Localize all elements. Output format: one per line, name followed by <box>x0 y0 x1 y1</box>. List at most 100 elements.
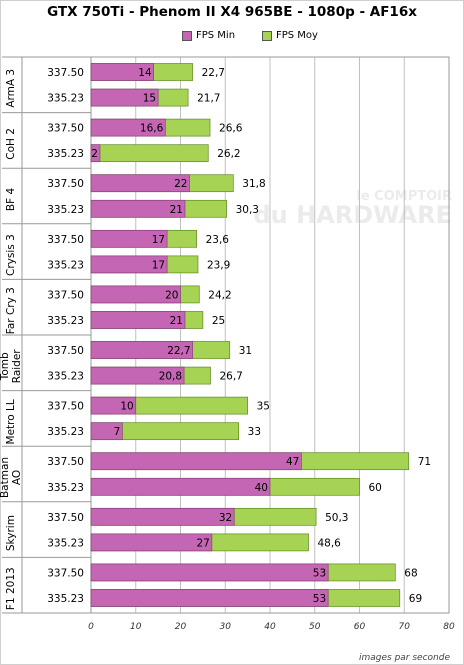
group-label: Batman <box>0 457 11 498</box>
data-label-moy: 68 <box>404 567 417 579</box>
data-label-min: 20,8 <box>159 371 182 383</box>
bar-fps-min <box>90 533 213 552</box>
legend-item-fps-moy: FPS Moy <box>262 30 318 41</box>
data-label-moy: 26,7 <box>219 371 242 383</box>
data-label-moy: 50,3 <box>325 512 348 524</box>
x-tick-label: 20 <box>175 622 187 632</box>
group-label: Tomb <box>0 352 11 381</box>
legend: FPS Min FPS Moy <box>0 30 464 46</box>
bar-fps-min <box>90 589 329 607</box>
group-label: Far Cry 3 <box>5 287 17 334</box>
data-label-min: 21 <box>170 204 183 216</box>
data-label-min: 22,7 <box>167 345 190 357</box>
row-label: 337.50 <box>47 401 84 413</box>
data-label-moy: 23,6 <box>206 234 230 246</box>
bar-fps-min <box>90 144 101 163</box>
row-label: 337.50 <box>47 345 84 357</box>
data-label-min: 22 <box>174 178 187 190</box>
data-label-min: 10 <box>120 401 133 413</box>
bar-fps-min <box>90 255 168 274</box>
row-label: 335.23 <box>47 259 84 271</box>
data-label-moy: 48,6 <box>317 537 341 549</box>
data-label-moy: 30,3 <box>236 204 259 216</box>
bar-fps-min <box>90 452 302 471</box>
data-label-moy: 21,7 <box>197 93 220 105</box>
group-label: F1 2013 <box>5 567 17 610</box>
data-label-moy: 25 <box>212 315 225 327</box>
data-label-min: 15 <box>143 93 156 105</box>
row-label: 337.50 <box>47 123 84 135</box>
data-label-min: 14 <box>138 67 152 79</box>
group-label: Crysis 3 <box>5 234 17 276</box>
row-label: 337.50 <box>47 289 84 301</box>
data-label-min: 2 <box>91 148 98 160</box>
group-label: ArmA 3 <box>5 69 17 108</box>
data-label-min: 32 <box>219 512 232 524</box>
bar-fps-min <box>90 285 181 304</box>
data-label-min: 17 <box>152 259 165 271</box>
data-label-min: 47 <box>286 456 299 468</box>
legend-label-fps-moy: FPS Moy <box>276 30 318 41</box>
data-label-moy: 35 <box>257 401 270 413</box>
data-label-min: 53 <box>313 567 326 579</box>
bar-fps-min <box>90 63 155 81</box>
bar-fps-min <box>90 563 329 582</box>
group-label: Metro LL <box>5 399 17 444</box>
row-label: 335.23 <box>47 593 84 605</box>
x-tick-label: 10 <box>130 622 142 632</box>
row-label: 337.50 <box>47 512 84 524</box>
legend-swatch-fps-moy <box>262 30 272 41</box>
data-label-moy: 26,6 <box>219 123 243 135</box>
x-tick-label: 80 <box>443 622 455 632</box>
data-label-min: 21 <box>170 315 183 327</box>
x-axis-credit: images par seconde <box>358 653 450 663</box>
row-label: 337.50 <box>47 178 84 190</box>
data-label-moy: 33 <box>248 426 261 438</box>
x-tick-label: 40 <box>264 622 276 632</box>
x-tick-label: 30 <box>220 622 232 632</box>
bar-fps-min <box>90 88 159 107</box>
chart-title: GTX 750Ti - Phenom II X4 965BE - 1080p -… <box>47 4 417 20</box>
legend-item-fps-min: FPS Min <box>182 30 235 41</box>
bar-fps-min <box>90 174 190 193</box>
row-label: 335.23 <box>47 204 84 216</box>
bar-fps-min <box>90 311 186 329</box>
data-label-moy: 69 <box>409 593 422 605</box>
row-label: 335.23 <box>47 93 84 105</box>
x-tick-label: 70 <box>399 622 411 632</box>
group-label: BF 4 <box>5 188 17 212</box>
data-label-min: 40 <box>255 482 268 494</box>
bar-fps-min <box>90 199 186 218</box>
row-label: 335.23 <box>47 537 84 549</box>
bar-fps-min <box>90 229 168 248</box>
x-tick-label: 60 <box>354 622 366 632</box>
row-label: 335.23 <box>47 315 84 327</box>
row-label: 335.23 <box>47 426 84 438</box>
row-label: 335.23 <box>47 148 84 160</box>
data-label-moy: 22,7 <box>202 67 225 79</box>
bar-fps-min <box>90 507 235 526</box>
row-label: 337.50 <box>47 67 84 79</box>
group-label: CoH 2 <box>5 128 17 160</box>
bar-fps-min <box>90 477 271 496</box>
data-label-min: 20 <box>165 289 178 301</box>
data-label-min: 7 <box>114 426 121 438</box>
row-label: 337.50 <box>47 456 84 468</box>
x-tick-label: 0 <box>88 622 94 632</box>
bar-fps-min <box>90 396 137 415</box>
data-label-moy: 26,2 <box>217 148 240 160</box>
bar-fps-min <box>90 118 166 137</box>
row-label: 335.23 <box>47 371 84 383</box>
row-label: 337.50 <box>47 234 84 246</box>
data-label-min: 17 <box>152 234 165 246</box>
data-label-moy: 60 <box>369 482 382 494</box>
row-label: 335.23 <box>47 482 84 494</box>
data-label-moy: 31 <box>239 345 252 357</box>
bar-fps-min <box>90 422 123 441</box>
bar-fps-min <box>90 366 185 385</box>
data-label-moy: 71 <box>418 456 431 468</box>
legend-label-fps-min: FPS Min <box>196 30 236 41</box>
bar-fps-moy <box>90 144 209 163</box>
group-label: AO <box>11 470 23 485</box>
